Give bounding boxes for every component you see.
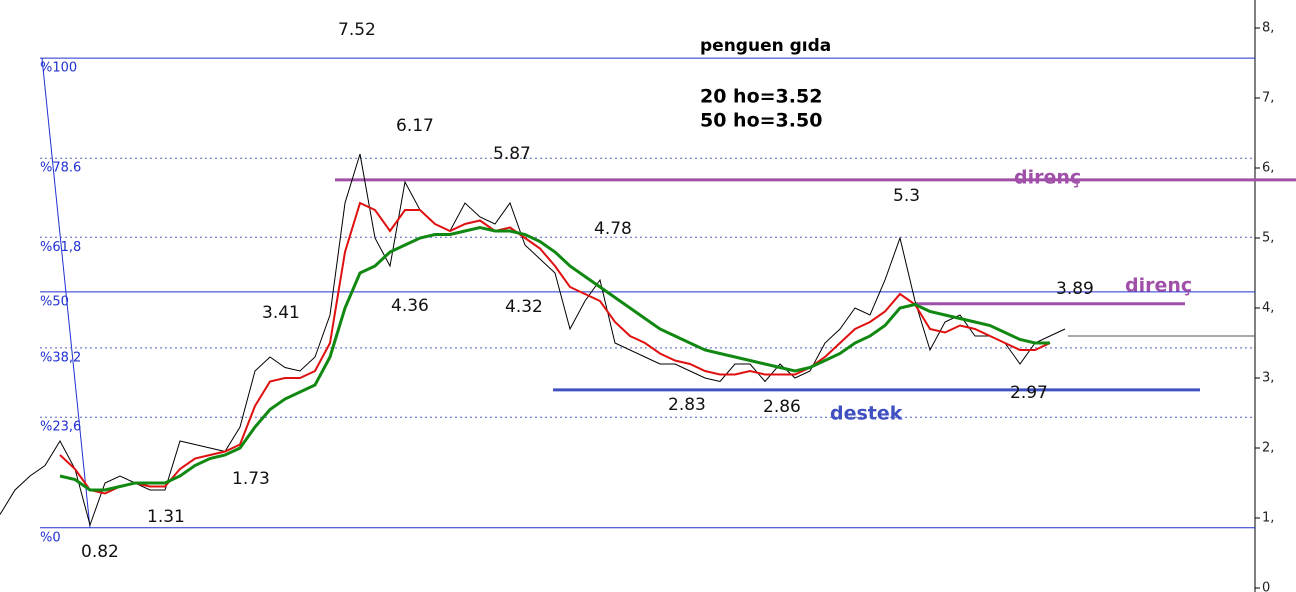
price-label: 7.52 [338, 20, 376, 40]
fib-label: %78.6 [40, 161, 81, 176]
price-label: 2.86 [763, 397, 801, 417]
price-label: 4.32 [505, 297, 543, 317]
series-line [0, 153, 1066, 527]
level-label: direnç [1125, 274, 1192, 296]
price-label: 3.89 [1056, 279, 1094, 299]
fib-label: %100 [40, 61, 77, 76]
y-tick-label: 6, [1262, 161, 1274, 176]
price-label: 6.17 [396, 116, 434, 136]
y-tick-label: 4, [1262, 301, 1274, 316]
price-label: 3.41 [262, 303, 300, 323]
price-label: 5.87 [493, 144, 531, 164]
fib-label: %23,6 [40, 420, 81, 435]
price-label: 1.73 [232, 469, 270, 489]
series-line [59, 225, 1050, 492]
price-label: 4.78 [594, 219, 632, 239]
price-label: 5.3 [893, 186, 920, 206]
y-tick-label: 0 [1262, 581, 1270, 592]
note: 20 ho=3.52 [700, 86, 822, 108]
fib-diagonal [41, 57, 91, 529]
series-line [59, 201, 1051, 495]
fib-label: %50 [40, 294, 69, 309]
fib-label: %0 [40, 530, 61, 545]
price-label: 2.83 [668, 395, 706, 415]
price-label: 0.82 [81, 542, 119, 562]
fib-label: %61,8 [40, 240, 81, 255]
y-tick-label: 3, [1262, 371, 1274, 386]
level-label: destek [830, 402, 903, 424]
y-tick-label: 1, [1262, 511, 1274, 526]
chart-title: penguen gıda [700, 36, 831, 56]
y-tick-label: 7, [1262, 91, 1274, 106]
price-label: 1.31 [147, 507, 185, 527]
fib-label: %38,2 [40, 350, 81, 365]
price-label: 4.36 [391, 296, 429, 316]
y-tick-label: 8, [1262, 21, 1274, 36]
note: 50 ho=3.50 [700, 110, 822, 132]
y-tick-label: 5, [1262, 231, 1274, 246]
price-label: 2.97 [1010, 383, 1048, 403]
y-tick-label: 2, [1262, 441, 1274, 456]
level-label: direnç [1014, 166, 1081, 188]
